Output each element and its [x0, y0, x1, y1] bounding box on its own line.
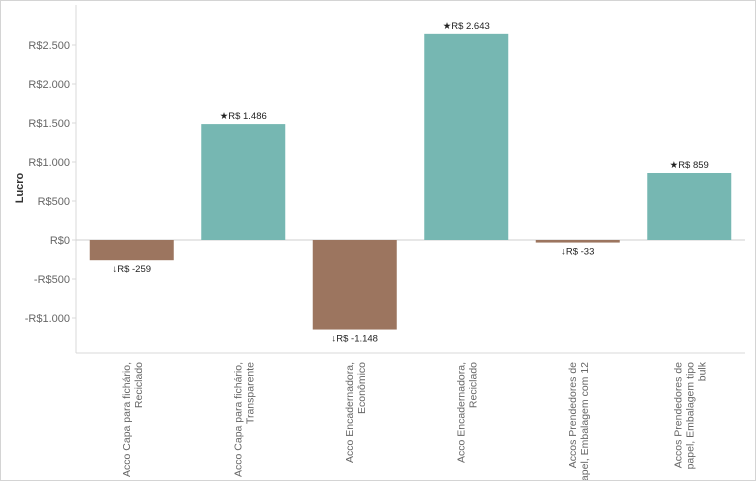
x-category-label-line: papel, Embalagem com 12 [579, 362, 591, 480]
y-tick-label: R$1.000 [28, 157, 70, 169]
data-label: ★R$ 1.486 [220, 111, 267, 122]
x-category-labels: Acco Capa para fichário, Reciclado Acco Ca… [121, 361, 709, 480]
bar[interactable] [647, 172, 732, 240]
data-label: ↓R$ -1.148 [332, 334, 378, 345]
data-labels: ↓R$ -259 ★R$ 1.486 ↓R$ -1.148 ★R$ 2.643 ↓R$ … [112, 21, 708, 345]
bar[interactable] [89, 240, 174, 261]
bar[interactable] [201, 124, 286, 240]
y-tick-label: -R$500 [34, 274, 70, 286]
x-category-label-line: Accos Prendedores de [672, 362, 684, 468]
x-category-label: Acco Capa para fichário, Reciclado [121, 362, 145, 477]
x-category-label: Acco Encadernadora, Econômico [344, 362, 368, 463]
y-tick-label: R$1.500 [28, 118, 70, 130]
x-category-label-line: Reciclado [133, 362, 145, 408]
data-label: ↓R$ -33 [561, 247, 594, 258]
y-tick-label: R$2.500 [28, 40, 70, 52]
x-category-label: Acco Capa para fichário, Transparente [232, 362, 256, 477]
x-category-label-line: Reciclado [467, 362, 479, 408]
x-category-label: Accos Prendedores de papel, Embalagem com… [567, 362, 591, 480]
x-category-label-line: Accos Prendedores de [567, 362, 579, 468]
bar[interactable] [424, 33, 509, 240]
bar[interactable] [312, 240, 397, 330]
x-category-label-line: papel, Embalagem tipo [684, 362, 696, 470]
y-tick-label: R$2.000 [28, 79, 70, 91]
bar[interactable] [535, 240, 620, 243]
x-category-label-line: Acco Encadernadora, [455, 362, 467, 463]
data-label: ↓R$ -259 [112, 264, 151, 275]
x-category-label: Acco Encadernadora, Reciclado [455, 362, 479, 463]
bars [89, 33, 732, 330]
x-category-label-line: Acco Capa para fichário, [232, 362, 244, 477]
data-label: ★R$ 2.643 [443, 21, 490, 32]
x-category-label-line: bulk [696, 361, 708, 381]
x-category-label: Accos Prendedores de papel, Embalagem tip… [672, 361, 708, 469]
y-tick-label: R$500 [38, 196, 70, 208]
data-label: ★R$ 859 [670, 160, 709, 171]
y-tick-label: -R$1.000 [25, 313, 70, 325]
x-category-label-line: Econômico [356, 362, 368, 414]
x-category-label-line: Transparente [244, 362, 256, 424]
x-category-label-line: Acco Capa para fichário, [121, 362, 133, 477]
y-tick-labels: -R$1.000 -R$500 R$0 R$500 R$1.000 R$1.500 R$2.… [25, 40, 70, 325]
y-tick-label: R$0 [50, 235, 70, 247]
x-category-label-line: Acco Encadernadora, [344, 362, 356, 463]
axes [72, 5, 745, 354]
y-axis-title: Lucro [14, 172, 26, 203]
